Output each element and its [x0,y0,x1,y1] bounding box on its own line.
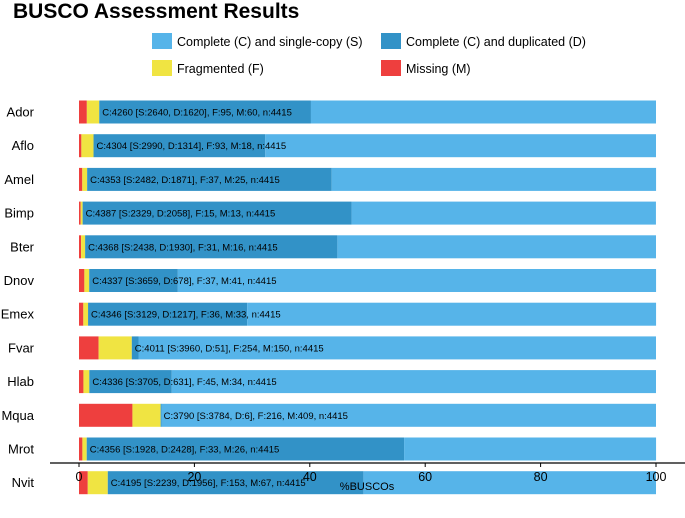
bar-segment-missing-bimp [79,201,81,225]
legend-swatch-single [152,33,172,49]
bar-segment-single-dnov [177,269,657,292]
bar-segment-fragmented-aflo [81,134,94,158]
category-label-nvit: Nvit [12,475,35,490]
bar-segment-duplicated-dnov [89,269,178,292]
bar-segment-duplicated-hlab [89,370,172,394]
legend-label-missing: Missing (M) [406,62,471,76]
bar-segment-single-hlab [171,370,656,394]
bar-segment-missing-bter [79,235,82,259]
legend-swatch-duplicated [381,33,401,49]
bar-segment-duplicated-ador [99,100,311,124]
bar-segment-missing-ador [79,100,87,124]
bar-label-emex: C:4346 [S:3129, D:1217], F:36, M:33, n:4… [91,310,281,321]
bar-segment-missing-emex [79,302,84,326]
bar-segment-duplicated-amel [87,167,332,191]
bar-label-aflo: C:4304 [S:2990, D:1314], F:93, M:18, n:4… [97,141,287,152]
bar-segment-duplicated-emex [88,302,248,326]
bar-label-amel: C:4353 [S:2482, D:1871], F:37, M:25, n:4… [90,175,280,186]
x-tick-label-60: 60 [418,470,432,484]
bar-label-bimp: C:4387 [S:2329, D:2058], F:15, M:13, n:4… [86,209,276,220]
bar-segment-fragmented-emex [83,302,89,326]
legend-swatch-fragmented [152,60,172,76]
x-tick-label-20: 20 [187,470,201,484]
bar-segment-missing-aflo [79,134,82,158]
bar-segment-duplicated-aflo [93,134,266,158]
bar-segment-missing-mrot [79,437,83,461]
legend-label-fragmented: Fragmented (F) [177,62,264,76]
category-label-aflo: Aflo [12,138,34,153]
bar-segment-duplicated-bimp [82,201,352,225]
category-label-dnov: Dnov [4,273,35,288]
legend-swatch-missing [381,60,401,76]
category-label-bter: Bter [10,239,35,254]
bar-segment-single-aflo [265,134,656,158]
bar-segment-single-fvar [138,336,657,360]
bar-label-nvit: C:4195 [S:2239, D:1956], F:153, M:67, n:… [111,478,306,489]
bar-segment-duplicated-fvar [131,336,139,360]
category-label-amel: Amel [4,172,34,187]
bar-segment-fragmented-mqua [132,403,161,427]
bar-segment-fragmented-mrot [82,437,87,461]
bar-segment-fragmented-bter [81,235,86,259]
bar-label-bter: C:4368 [S:2438, D:1930], F:31, M:16, n:4… [88,242,278,253]
bar-label-mqua: C:3790 [S:3784, D:6], F:216, M:409, n:44… [164,411,348,422]
bar-segment-duplicated-mrot [86,437,405,461]
bar-segment-missing-nvit [79,471,88,495]
bar-segment-fragmented-dnov [84,269,90,292]
bar-segment-missing-dnov [79,269,85,292]
bar-segment-single-nvit [363,471,656,495]
bar-segment-missing-mqua [79,403,133,427]
x-tick-label-80: 80 [534,470,548,484]
chart-title: BUSCO Assessment Results [13,0,299,23]
category-label-ador: Ador [7,105,35,120]
category-label-hlab: Hlab [7,374,34,389]
x-tick-label-0: 0 [76,470,83,484]
category-label-bimp: Bimp [4,206,34,221]
bar-label-fvar: C:4011 [S:3960, D:51], F:254, M:150, n:4… [135,343,324,354]
bar-segment-fragmented-nvit [87,471,108,495]
bar-label-dnov: C:4337 [S:3659, D:678], F:37, M:41, n:44… [92,276,276,287]
legend-label-duplicated: Complete (C) and duplicated (D) [406,35,586,49]
bar-segment-missing-hlab [79,370,84,394]
bar-segment-single-mqua [161,403,656,427]
bar-segment-single-bimp [351,201,656,225]
bar-segment-fragmented-amel [82,167,88,191]
bar-segment-single-emex [247,302,657,326]
category-label-mqua: Mqua [1,408,34,423]
bar-segment-duplicated-mqua [160,403,162,427]
bar-label-ador: C:4260 [S:2640, D:1620], F:95, M:60, n:4… [102,108,292,119]
legend-label-single: Complete (C) and single-copy (S) [177,35,363,49]
bar-segment-fragmented-hlab [83,370,90,394]
bar-segment-single-ador [310,100,656,124]
legend: Complete (C) and single-copy (S) Complet… [152,33,586,76]
bar-label-hlab: C:4336 [S:3705, D:631], F:45, M:34, n:44… [92,377,276,388]
bar-segment-missing-amel [79,167,83,191]
bar-label-mrot: C:4356 [S:1928, D:2428], F:33, M:26, n:4… [90,445,280,456]
bar-segment-fragmented-fvar [98,336,132,360]
bar-segment-single-amel [331,167,657,191]
x-axis-title: %BUSCOs [340,481,395,493]
bar-segment-single-mrot [404,437,657,461]
x-axis: 0 20 40 60 80 100 [50,462,685,484]
bar-segment-missing-fvar [79,336,99,360]
bar-segment-single-bter [337,235,656,259]
bar-segment-duplicated-nvit [107,471,364,495]
category-label-mrot: Mrot [8,442,34,457]
plot-area: Ador C:4260 [S:2640, D:1620], F:95, M:60,… [1,100,657,495]
bar-segment-fragmented-ador [86,100,100,124]
bar-segment-duplicated-bter [85,235,338,259]
bar-segment-fragmented-bimp [80,201,83,225]
category-label-emex: Emex [1,307,35,322]
category-label-fvar: Fvar [8,340,35,355]
x-tick-label-40: 40 [303,470,317,484]
x-tick-label-100: 100 [646,470,667,484]
